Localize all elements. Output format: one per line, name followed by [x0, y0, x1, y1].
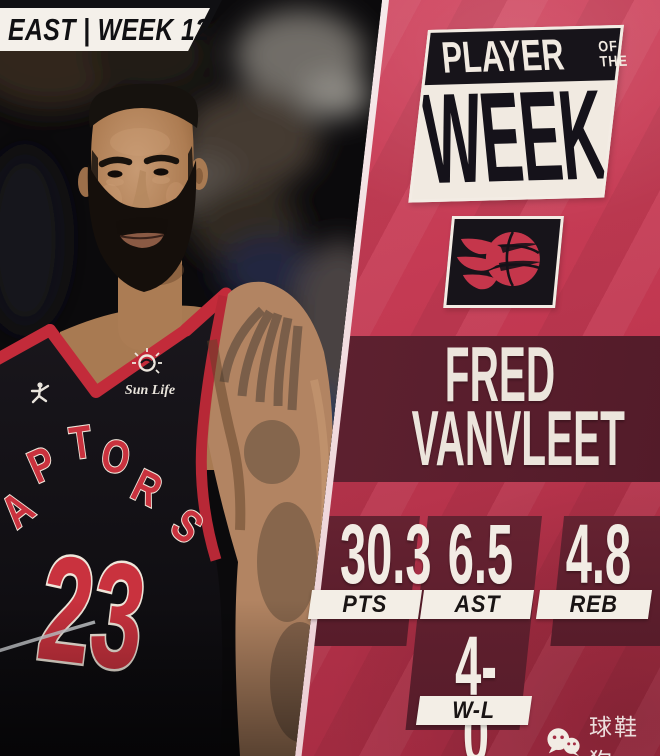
stat-label-pts: PTS [307, 590, 423, 619]
sponsor-label: Sun Life [125, 383, 175, 398]
award-player-text: PLAYER [439, 30, 567, 83]
stat-value-reb: 4.8 [565, 507, 631, 601]
sunlife-patch: Sun Life [125, 348, 175, 398]
player-of-week-badge: PLAYER OF THE WEEK [408, 24, 629, 203]
watermark: 球鞋狗 [546, 708, 660, 756]
stat-label-ast: AST [419, 590, 535, 619]
team-logo-badge [443, 216, 564, 308]
award-week-text: WEEK [417, 80, 610, 194]
stat-value-pts: 30.3 [339, 507, 432, 601]
award-badge-top: PLAYER OF THE [424, 27, 629, 86]
watermark-label: 球鞋狗 [588, 714, 639, 756]
player-head [78, 83, 208, 292]
player-first-name: FRED [444, 330, 556, 418]
jumpman-icon [30, 382, 50, 404]
stat-value-ast: 6.5 [447, 507, 513, 601]
stat-label-reb: REB [535, 590, 653, 619]
award-badge-bottom: WEEK [412, 80, 614, 193]
wechat-icon [547, 728, 580, 756]
award-the-text: THE [599, 52, 629, 71]
record-value: 4-0 [455, 619, 497, 756]
conference-week-badge: EAST | WEEK 12 [0, 8, 210, 51]
raptors-basketball-claw-icon [456, 231, 541, 290]
conference-week-label: EAST | WEEK 12 [7, 12, 210, 47]
player-name: FRED VANVLEET [330, 330, 660, 482]
record-label: W-L [415, 696, 533, 725]
player-last-name: VANVLEET [411, 394, 625, 482]
award-ofthe-text: OF THE [598, 38, 629, 71]
